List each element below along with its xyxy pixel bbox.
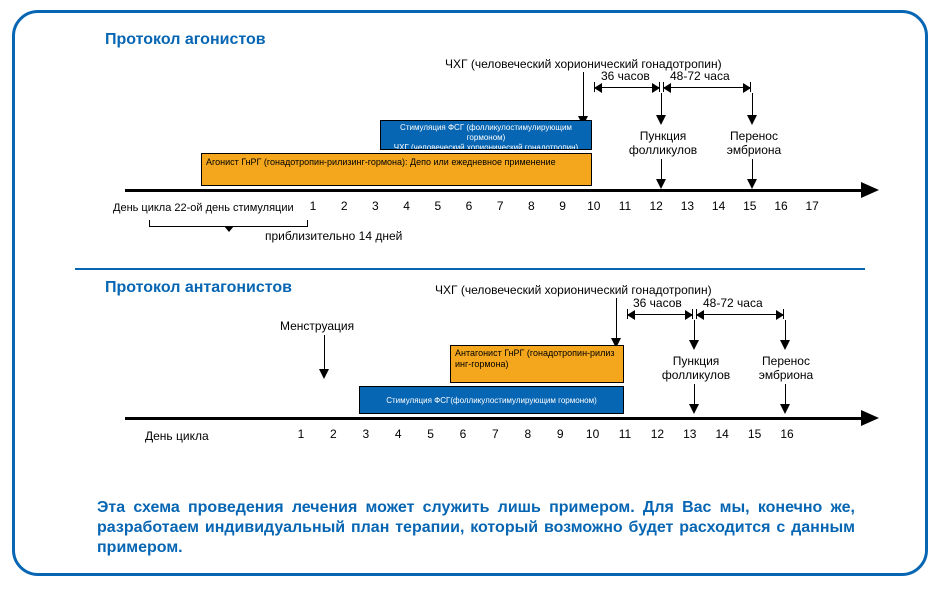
block-fsh-1: Стимуляция ФСГ (фолликулостимулирующим г… [380, 120, 592, 150]
tick-label: 13 [683, 427, 696, 441]
tick-label: 7 [497, 199, 504, 213]
tick-label: 9 [559, 199, 566, 213]
span-36-1 [594, 87, 660, 88]
transfer-1: Перенос эмбриона [715, 129, 793, 157]
block-fsh-2: Стимуляция ФСГ(фолликулостимулирующим го… [359, 386, 624, 414]
tick-label: 10 [587, 199, 600, 213]
tick-label: 2 [341, 199, 348, 213]
tick-label: 10 [586, 427, 599, 441]
v13-2 [694, 320, 695, 342]
tick-label: 2 [330, 427, 337, 441]
axis-1 [125, 189, 863, 192]
tick-label: 3 [372, 199, 379, 213]
a-12-1 [656, 115, 666, 125]
chart-agonist: ЧХГ (человеческий хорионический гонадотр… [15, 13, 925, 253]
block-antagonist-2: Антагонист ГнРГ (гонадотропин-рилиз инг-… [450, 345, 624, 383]
a-15-1 [747, 115, 757, 125]
tick-label: 14 [716, 427, 729, 441]
vd12b-1 [661, 159, 662, 181]
brace-label-1: приблизительно 14 дней [265, 229, 402, 243]
tick-label: 16 [780, 427, 793, 441]
tick-label: 15 [743, 199, 756, 213]
mens-line [324, 335, 325, 371]
vd15b-1 [752, 159, 753, 181]
tick-label: 16 [774, 199, 787, 213]
mens-label: Менструация [280, 319, 354, 333]
puncture-2: Пункция фолликулов [655, 354, 737, 382]
span-48-2 [696, 314, 784, 315]
puncture-1: Пункция фолликулов [622, 129, 704, 157]
v-15-1 [752, 93, 753, 117]
span36-label-2: 36 часов [633, 296, 682, 310]
tick-label: 11 [619, 199, 631, 213]
tick-label: 12 [650, 199, 663, 213]
a13b-2 [689, 404, 699, 414]
span48-label-1: 48-72 часа [670, 69, 730, 83]
tick-label: 5 [427, 427, 434, 441]
tick-label: 4 [395, 427, 402, 441]
axis-arrow-1 [861, 182, 879, 198]
axis-arrow-2 [861, 410, 879, 426]
span-36-2 [627, 314, 693, 315]
chg-vline-1 [583, 72, 584, 118]
chg-label-2: ЧХГ (человеческий хорионический гонадотр… [435, 283, 712, 297]
tick-label: 12 [651, 427, 664, 441]
tick-label: 6 [466, 199, 473, 213]
a16-2 [780, 340, 790, 350]
chart-antagonist: ЧХГ (человеческий хорионический гонадотр… [15, 269, 925, 489]
span48-label-2: 48-72 часа [703, 296, 763, 310]
tick-label: 1 [298, 427, 305, 441]
diagram-frame: Протокол агонистов ЧХГ (человеческий хор… [12, 10, 928, 576]
tick-label: 4 [403, 199, 410, 213]
chg-vline-2 [616, 298, 617, 340]
tick-label: 9 [557, 427, 564, 441]
tick-label: 14 [712, 199, 725, 213]
transfer-2: Перенос эмбриона [747, 354, 825, 382]
tick-label: 8 [524, 427, 531, 441]
tick-label: 3 [362, 427, 369, 441]
tick-label: 1 [310, 199, 317, 213]
axis-2 [125, 417, 863, 420]
a16b-2 [780, 404, 790, 414]
tick-label: 11 [619, 427, 631, 441]
mens-arrow [319, 369, 329, 379]
tick-label: 7 [492, 427, 499, 441]
block-agonist-1: Агонист ГнРГ (гонадотропин-рилизинг-горм… [201, 153, 592, 186]
span-48-1 [663, 87, 751, 88]
v16b-2 [785, 384, 786, 406]
axis-left-label-1: День цикла 22-ой день стимуляции [113, 201, 294, 215]
brace-1 [149, 220, 308, 227]
disclaimer-text: Эта схема проведения лечения может служи… [97, 498, 855, 558]
tick-label: 17 [806, 199, 819, 213]
v13b-2 [694, 384, 695, 406]
v16-2 [785, 320, 786, 342]
tick-label: 13 [681, 199, 694, 213]
tick-label: 15 [748, 427, 761, 441]
ad15b-1 [747, 179, 757, 189]
v-12-1 [661, 93, 662, 117]
tick-label: 5 [434, 199, 441, 213]
span36-label-1: 36 часов [601, 69, 650, 83]
axis-left-label-2: День цикла [145, 429, 209, 443]
ad12b-1 [656, 179, 666, 189]
a13-2 [689, 340, 699, 350]
tick-label: 6 [460, 427, 467, 441]
tick-label: 8 [528, 199, 535, 213]
